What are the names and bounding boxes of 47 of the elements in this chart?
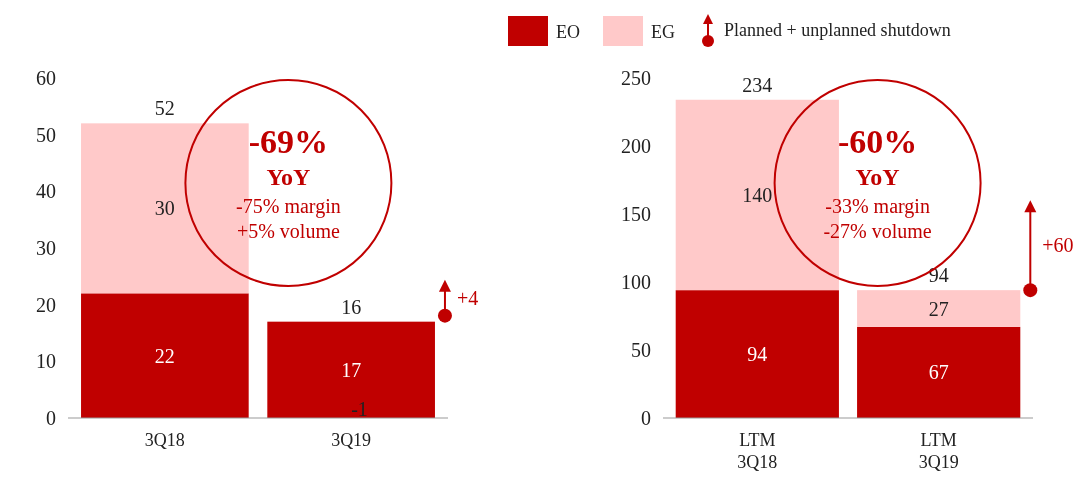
annotation: YoY [266, 164, 311, 190]
data-label: 67 [928, 361, 949, 384]
y-tick-label: 150 [621, 203, 651, 225]
annotation: -33% margin [825, 195, 930, 218]
annotation: -69% [248, 123, 329, 160]
text: +60 [1042, 234, 1074, 257]
total-label: 234 [742, 73, 773, 96]
y-tick-label: 50 [36, 123, 56, 146]
y-tick-label: 10 [36, 350, 56, 373]
annotation: -75% margin [236, 195, 341, 218]
data-label: 17 [341, 358, 362, 381]
y-tick-label: 100 [621, 271, 651, 293]
annotation: -27% volume [823, 220, 932, 242]
bar [857, 326, 1021, 418]
bar [267, 321, 435, 418]
y-tick-label: 40 [36, 180, 56, 203]
x-tick-label: LTM 3Q19 [918, 430, 959, 472]
total-label: 94 [928, 264, 949, 287]
data-label: 94 [747, 343, 768, 366]
bar [675, 290, 839, 418]
annotation: -60% [837, 123, 918, 160]
legend-label: EO [556, 22, 580, 42]
data-label: 22 [154, 344, 175, 367]
bar [81, 293, 249, 418]
text: +4 [456, 286, 479, 309]
annotation: +5% volume [236, 220, 340, 242]
y-tick-label: 60 [36, 67, 56, 89]
y-tick-label: 50 [631, 339, 651, 361]
total-label: 52 [154, 97, 175, 120]
bar [857, 290, 1021, 327]
x-tick-label: LTM 3Q18 [737, 430, 778, 472]
data-label: 27 [928, 297, 949, 320]
annotation: YoY [855, 164, 900, 190]
y-tick-label: 200 [621, 135, 651, 157]
data-label: 140 [742, 183, 773, 206]
x-tick-label: 3Q18 [144, 430, 185, 450]
total-label: 16 [341, 295, 362, 318]
data-label: 30 [154, 197, 175, 220]
annotation: -1 [351, 398, 368, 420]
text: Planned + unplanned shutdown [724, 20, 951, 40]
y-tick-label: 0 [641, 407, 651, 429]
y-tick-label: 30 [36, 237, 56, 259]
x-tick-label: 3Q19 [331, 430, 372, 450]
y-tick-label: 20 [36, 293, 56, 316]
legend-label: EG [651, 22, 675, 42]
y-tick-label: 0 [46, 407, 56, 429]
y-tick-label: 250 [621, 67, 651, 89]
